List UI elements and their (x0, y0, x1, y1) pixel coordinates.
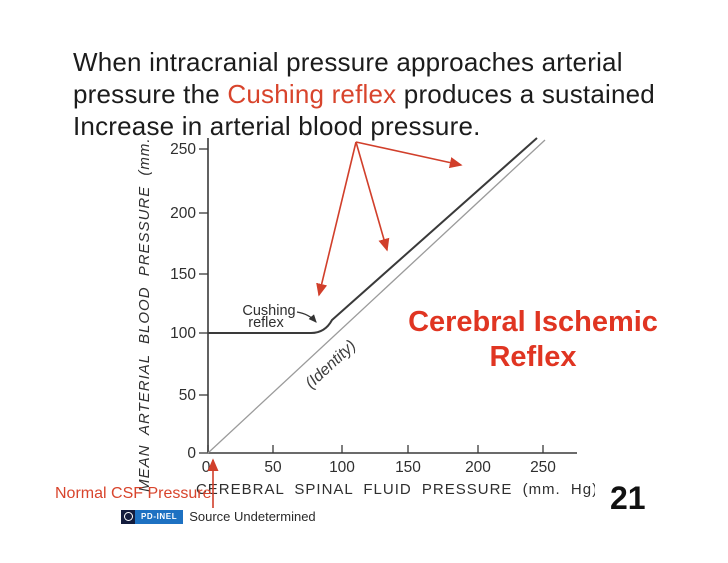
y-tick-label-150: 150 (170, 266, 196, 283)
cushing-pointer-arrow-icon (296, 311, 317, 323)
title-line-3: Increase in arterial blood pressure. (73, 111, 481, 141)
y-tick-label-200: 200 (170, 205, 196, 222)
cushing-annotation-line1: Cushing (242, 303, 295, 319)
page-number: 21 (610, 480, 646, 516)
annotation-arrow-lower-icon (316, 141, 357, 297)
x-axis-label: CEREBRAL SPINAL FLUID PRESSURE (mm. Hg) (196, 481, 595, 498)
annotation-arrow-middle-icon (355, 141, 390, 252)
y-tick-label-250: 250 (170, 141, 196, 158)
x-tick-label-200: 200 (465, 459, 491, 476)
cerebral-ischemic-line1: Cerebral Ischemic (408, 306, 658, 338)
identity-annotation: (Identity) (302, 337, 359, 392)
normal-csf-pressure-label: Normal CSF Pressure (55, 485, 212, 502)
x-tick-label-100: 100 (329, 459, 355, 476)
y-tick-label-100: 100 (170, 325, 196, 342)
cerebral-ischemic-line2: Reflex (489, 341, 577, 373)
x-tick-label-0: 0 (202, 459, 211, 476)
cushing-response-curve (208, 137, 538, 334)
pd-ring-glyph (123, 512, 133, 521)
title-line-2-post: produces a sustained (396, 79, 655, 109)
title-line-1: When intracranial pressure approaches ar… (73, 47, 623, 77)
slide-title: When intracranial pressure approaches ar… (73, 46, 693, 142)
identity-line (207, 139, 546, 454)
annotation-arrow-upper-icon (355, 141, 463, 169)
x-tick-label-250: 250 (530, 459, 556, 476)
cerebral-ischemic-label: Cerebral Ischemic Reflex (397, 305, 669, 375)
title-line-2: pressure the Cushing reflex produces a s… (73, 78, 693, 110)
x-tick-label-150: 150 (395, 459, 421, 476)
public-domain-icon (121, 509, 135, 524)
y-tick-label-0: 0 (187, 445, 196, 462)
red-annotation-arrows (316, 141, 463, 297)
y-tick-label-50: 50 (179, 387, 197, 404)
cushing-reflex-highlight: Cushing reflex (227, 79, 397, 109)
license-badge-row: PD-INEL Source Undetermined (121, 509, 316, 524)
title-line-2-pre: pressure the (73, 79, 228, 109)
cushing-annotation-line2: reflex (248, 315, 284, 331)
pressure-chart: 250 200 150 100 50 0 0 50 100 150 200 25… (136, 130, 595, 508)
pd-inel-badge: PD-INEL (135, 509, 184, 524)
x-tick-label-50: 50 (264, 459, 282, 476)
y-axis-label: MEAN ARTERIAL BLOOD PRESSURE (mm. Hg) (136, 130, 153, 492)
source-undetermined-text: Source Undetermined (189, 509, 316, 524)
